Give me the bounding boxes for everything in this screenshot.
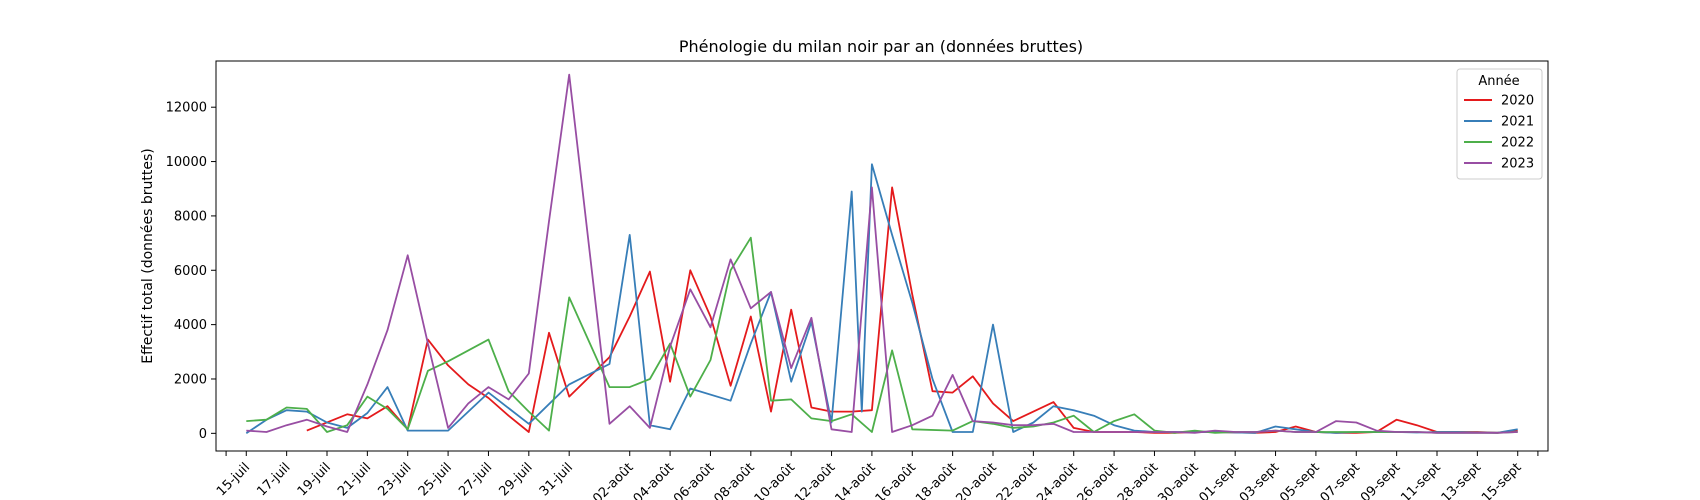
x-tick-label: 03-sept xyxy=(1237,460,1283,500)
y-tick-label: 2000 xyxy=(174,372,207,387)
x-tick-label: 04-août xyxy=(631,460,677,500)
x-tick-label: 19-juil xyxy=(295,460,334,499)
x-axis: 15-juil 17-juil 19-juil 21-juil 23-juil 25-ju… xyxy=(214,451,1539,500)
x-tick-label: 28-août xyxy=(1115,460,1161,500)
chart-title: Phénologie du milan noir par an (données… xyxy=(679,37,1083,56)
x-tick-label: 01-sept xyxy=(1197,460,1243,500)
x-tick-label: 18-août xyxy=(913,460,959,500)
x-tick-label: 06-août xyxy=(671,460,717,500)
x-tick-label: 17-juil xyxy=(254,460,293,499)
x-tick-label: 11-sept xyxy=(1398,460,1444,500)
y-tick-label: 12000 xyxy=(166,101,207,116)
x-tick-label: 23-juil xyxy=(375,460,414,499)
x-tick-label: 22-août xyxy=(994,460,1040,500)
x-tick-label: 30-août xyxy=(1155,460,1201,500)
x-tick-label: 31-juil xyxy=(537,460,576,499)
x-tick-label: 07-sept xyxy=(1318,460,1364,500)
legend-label-2020: 2020 xyxy=(1501,94,1534,109)
y-axis-title: Effectif total (données bruttes) xyxy=(140,148,156,364)
x-tick-label: 27-juil xyxy=(456,460,495,499)
series-line-2023 xyxy=(246,73,1518,434)
series-line-2020 xyxy=(306,186,1518,434)
legend: Année 2020 2021 2022 2023 xyxy=(1456,68,1543,180)
x-tick-label: 10-août xyxy=(752,460,798,500)
series-line-2022 xyxy=(246,236,1518,434)
x-tick-label: 14-août xyxy=(832,460,878,500)
x-tick-label: 16-août xyxy=(873,460,919,500)
legend-label-2023: 2023 xyxy=(1501,157,1534,172)
x-tick-label: 15-juil xyxy=(214,460,253,499)
y-tick-label: 10000 xyxy=(166,155,207,170)
x-tick-label: 15-sept xyxy=(1479,460,1525,500)
legend-label-2022: 2022 xyxy=(1501,136,1534,151)
x-tick-label: 24-août xyxy=(1034,460,1080,500)
x-tick-label: 02-août xyxy=(590,460,636,500)
legend-label-2021: 2021 xyxy=(1501,115,1534,130)
legend-box xyxy=(1456,68,1543,180)
y-tick-label: 6000 xyxy=(174,264,207,279)
x-tick-label: 29-juil xyxy=(497,460,536,499)
y-tick-label: 8000 xyxy=(174,209,207,224)
plot-frame xyxy=(215,60,1549,452)
series-layer xyxy=(245,73,1518,435)
x-tick-label: 12-août xyxy=(792,460,838,500)
x-tick-label: 13-sept xyxy=(1439,460,1485,500)
y-tick-label: 4000 xyxy=(174,318,207,333)
x-tick-label: 25-juil xyxy=(416,460,455,499)
x-tick-label: 26-août xyxy=(1075,460,1121,500)
legend-title: Année xyxy=(1478,74,1519,89)
x-tick-label: 21-juil xyxy=(335,460,374,499)
x-tick-label: 08-août xyxy=(711,460,757,500)
y-axis: 0 2000 4000 6000 8000 10000 12000 xyxy=(166,101,216,442)
x-tick-label: 20-août xyxy=(954,460,1000,500)
x-tick-label: 09-sept xyxy=(1358,460,1404,500)
legend-items: 2020 2021 2022 2023 xyxy=(1464,94,1534,172)
y-tick-label: 0 xyxy=(199,427,207,442)
x-tick-label: 05-sept xyxy=(1277,460,1323,500)
